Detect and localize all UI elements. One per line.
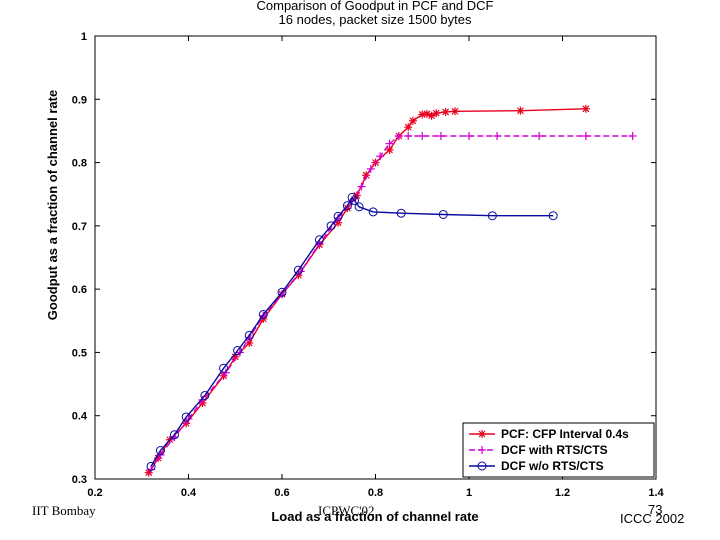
data-point	[394, 131, 403, 140]
data-point	[293, 265, 303, 275]
data-point	[385, 139, 394, 148]
data-point	[438, 209, 448, 219]
data-point	[258, 309, 268, 319]
data-point	[352, 191, 361, 200]
x-tick-label: 1.4	[648, 487, 664, 499]
y-tick-label: 0.8	[72, 158, 87, 170]
data-point	[235, 348, 244, 357]
x-tick-label: 0.8	[368, 487, 383, 499]
data-point	[169, 430, 179, 440]
data-point	[487, 211, 497, 221]
series-layer	[144, 104, 637, 477]
legend-marker	[478, 446, 486, 454]
series-1	[144, 104, 590, 477]
data-point	[396, 208, 406, 218]
data-point	[432, 109, 441, 118]
y-tick-label: 0.6	[72, 284, 87, 296]
x-tick-label: 0.6	[274, 487, 289, 499]
plot-frame	[94, 35, 657, 480]
legend-label: DCF w/o RTS/CTS	[501, 459, 604, 473]
footer-left: IIT Bombay	[32, 503, 96, 518]
legend-entry: PCF: CFP Interval 0.4s	[469, 427, 629, 441]
x-tick-label: 0.4	[181, 487, 197, 499]
series-line	[150, 135, 633, 470]
legend-entry: DCF with RTS/CTS	[469, 443, 608, 457]
data-point	[436, 131, 445, 140]
data-point	[333, 211, 343, 221]
data-point	[342, 201, 352, 211]
data-point	[146, 461, 156, 471]
series-2	[147, 131, 637, 474]
legend-entry: DCF w/o RTS/CTS	[469, 459, 604, 473]
data-point	[349, 196, 359, 206]
data-point	[376, 152, 385, 161]
data-point	[408, 116, 417, 125]
data-point	[200, 390, 210, 400]
data-point	[535, 131, 544, 140]
footer-right: ICCC 2002	[620, 511, 685, 526]
axis-ticks: 0.2 0.4 0.6 0.8 1 1.2 1.4 0.3 0.4 0.5 0.6 0.7 0.8 0.9…	[72, 31, 665, 499]
data-point	[516, 106, 525, 115]
data-point	[404, 131, 413, 140]
x-tick-label: 1.2	[555, 487, 570, 499]
data-point	[548, 211, 558, 221]
data-point	[347, 192, 357, 202]
data-point	[233, 346, 243, 356]
data-point	[441, 107, 450, 116]
y-tick-label: 0.4	[72, 411, 88, 423]
series-3	[146, 192, 558, 471]
data-point	[493, 131, 502, 140]
data-point	[357, 182, 366, 191]
y-tick-label: 0.3	[72, 474, 87, 486]
legend-marker	[477, 461, 487, 471]
series-line	[150, 196, 554, 467]
data-point	[155, 446, 165, 456]
data-point	[314, 235, 324, 245]
legend-box	[462, 422, 655, 478]
data-point	[354, 202, 364, 212]
y-tick-label: 0.5	[72, 347, 87, 359]
x-tick-label: 0.2	[87, 487, 102, 499]
legend-label: PCF: CFP Interval 0.4s	[501, 427, 629, 441]
series-line	[148, 108, 586, 474]
chart-subtitle: 16 nodes, packet size 1500 bytes	[279, 12, 472, 27]
data-point	[184, 414, 193, 423]
data-point	[326, 221, 336, 231]
data-point	[628, 131, 637, 140]
data-point	[181, 412, 191, 422]
chart-title: Comparison of Goodput in PCF and DCF	[257, 0, 494, 13]
y-tick-label: 1	[81, 31, 87, 43]
data-point	[277, 287, 287, 297]
footer-page-number: 73	[648, 502, 663, 517]
y-axis-label: Goodput as a fraction of channel rate	[45, 90, 60, 320]
y-tick-label: 0.7	[72, 221, 87, 233]
legend: PCF: CFP Interval 0.4s DCF with RTS/CTS DC…	[462, 422, 655, 478]
data-point	[244, 330, 254, 340]
x-axis-label: Load as a fraction of channel rate	[271, 509, 478, 524]
footer-center: ICPWC'02	[318, 503, 375, 518]
data-point	[366, 164, 375, 173]
data-point	[418, 131, 427, 140]
legend-marker	[478, 430, 486, 438]
data-point	[581, 131, 590, 140]
legend-label: DCF with RTS/CTS	[501, 443, 608, 457]
data-point	[404, 123, 413, 132]
data-point	[465, 131, 473, 140]
y-tick-label: 0.9	[72, 94, 87, 106]
x-tick-label: 1	[466, 487, 472, 499]
data-point	[450, 107, 459, 116]
data-point	[219, 363, 229, 373]
data-point	[581, 104, 590, 113]
data-point	[368, 207, 378, 217]
